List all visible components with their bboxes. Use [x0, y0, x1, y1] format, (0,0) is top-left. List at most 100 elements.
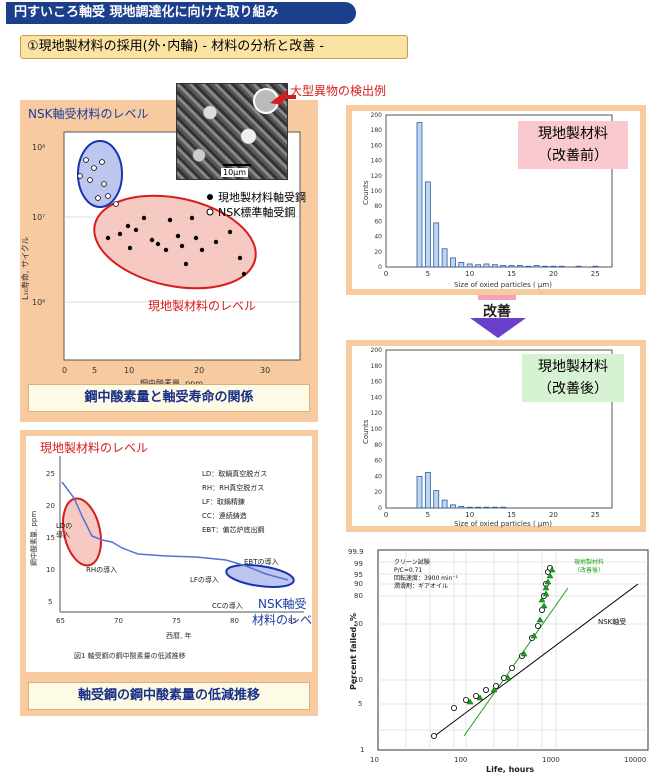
y-tick: 10 [354, 676, 363, 684]
local-point [520, 650, 528, 657]
local-steel-point [237, 255, 243, 261]
x-axis-label: 鋼中酸素量, ppm [140, 378, 203, 388]
oxide-before-panel: 200 180 160 140 120 100 80 60 40 20 0 0 5 10 15 20 25 C… [346, 105, 646, 295]
nsk-steel-point [83, 157, 89, 163]
y-axis-label: L₁₀寿命, サイクル [20, 236, 30, 300]
histogram-bar [475, 506, 481, 509]
y-tick: 15 [46, 534, 55, 542]
local-steel-point [183, 261, 189, 267]
x-tick: 5 [426, 511, 430, 519]
nsk-level-label: NSK軸受材料のレベル [28, 107, 148, 121]
legend-nsk-label: NSK標準軸受鋼 [218, 205, 295, 219]
histogram-bar [533, 265, 540, 268]
y-tick: 5 [358, 700, 362, 708]
nsk-steel-point [91, 165, 97, 171]
local-point [536, 616, 544, 623]
improvement-arrow-top [478, 295, 516, 300]
x-tick: 20 [549, 511, 558, 519]
local-steel-point [189, 215, 195, 221]
nsk-point [431, 732, 438, 739]
y-tick: 95 [354, 571, 363, 579]
histogram-bar [517, 265, 523, 268]
y-tick: 90 [354, 580, 363, 588]
scale-bar [223, 164, 251, 166]
nsk-fit-line [431, 583, 639, 739]
before-label-box: 現地製材料 （改善前） [518, 121, 628, 169]
histogram-bar [424, 472, 431, 509]
local-steel-point [163, 247, 169, 253]
y-tick: 10 [46, 566, 55, 574]
local-steel-point [241, 271, 247, 277]
histogram-bar [558, 265, 565, 268]
x-tick: 10 [370, 756, 379, 764]
x-axis-label: Life, hours [486, 765, 534, 774]
annotation-rh: RHの導入 [86, 565, 117, 574]
x-tick: 25 [591, 511, 600, 519]
local-level-ellipse [93, 194, 257, 290]
y-tick: 200 [371, 112, 383, 119]
nsk-point [492, 682, 499, 689]
page-title: 円すいころ軸受 現地調達化に向けた取り組み [14, 5, 279, 20]
local-steel-point [227, 229, 233, 235]
nsk-label: NSK軸受 [598, 617, 626, 626]
histogram-bar [475, 264, 481, 268]
legend-local-label: 現地製材料軸受鋼 [218, 190, 306, 204]
x-tick: 15 [507, 511, 516, 519]
y-tick: 180 [371, 127, 383, 134]
histogram-bar [483, 263, 490, 268]
x-tick: 10000 [624, 756, 646, 764]
histogram-bar [466, 263, 473, 268]
x-tick: 10 [124, 366, 134, 375]
nsk-point [482, 686, 489, 693]
local-level-label: 現地製材料のレベル [40, 441, 148, 455]
y-tick: 100 [371, 426, 383, 433]
section-subtitle: ①現地製材料の採用(外･内輪) - 材料の分析と改善 - [20, 35, 408, 59]
info-line: P/C=0.71 [394, 567, 422, 574]
legend-item: LD：取鍋真空脱ガス [202, 469, 267, 478]
y-axis-label: Counts [362, 419, 370, 444]
nsk-steel-point [99, 159, 105, 165]
before-label-line2: （改善前） [538, 148, 608, 164]
y-tick: 140 [371, 394, 383, 401]
histogram-bar [458, 262, 465, 268]
nsk-point [463, 696, 470, 703]
histogram-bar [500, 506, 507, 509]
x-tick: 70 [114, 617, 123, 625]
y-tick: 60 [374, 218, 382, 225]
x-axis-label: Size of oxied particles ( μm) [454, 520, 552, 528]
nsk-point [508, 665, 515, 672]
local-steel-point [175, 233, 181, 239]
y-tick: 25 [46, 470, 55, 478]
local-steel-point [117, 231, 123, 237]
x-ticks: 0 5 10 15 20 25 [384, 270, 600, 278]
x-tick: 0 [384, 270, 388, 278]
x-tick: 30 [260, 366, 270, 375]
legend-nsk-marker [206, 208, 214, 216]
oxygen-trend-chart: 25 20 15 10 5 鋼中酸素量, ppm 65 70 75 80 85 … [29, 441, 312, 660]
local-steel-point [127, 245, 133, 251]
local-steel-point [105, 235, 111, 241]
annotation-lf: LFの導入 [190, 575, 219, 584]
y-tick: 100 [371, 188, 383, 195]
x-tick: 10 [465, 270, 474, 278]
local-steel-point [155, 241, 161, 247]
local-steel-point [193, 235, 199, 241]
nsk-level-label-2: 材料のレベル [252, 613, 312, 627]
y-tick: 20 [374, 249, 382, 256]
bar-series [416, 472, 507, 509]
bar-series [416, 122, 599, 268]
weibull-chart: 99.9 99 95 90 80 50 10 5 1 Percent faile… [348, 548, 649, 774]
nsk-steel-point [113, 201, 119, 207]
local-point [542, 590, 550, 597]
inclusion-label: 大型異物の検出例 [290, 84, 387, 98]
y-tick: 0 [378, 264, 382, 271]
x-tick: 0 [384, 511, 388, 519]
figure-caption: 図1 軸受鋼の鋼中酸素量の低減推移 [74, 651, 186, 660]
scale-label: 10μm [221, 168, 249, 177]
y-tick: 5 [48, 598, 52, 606]
y-tick: 40 [374, 473, 382, 480]
histogram-bar [458, 506, 465, 509]
y-tick: 50 [354, 620, 363, 628]
y-tick: 200 [371, 347, 383, 354]
